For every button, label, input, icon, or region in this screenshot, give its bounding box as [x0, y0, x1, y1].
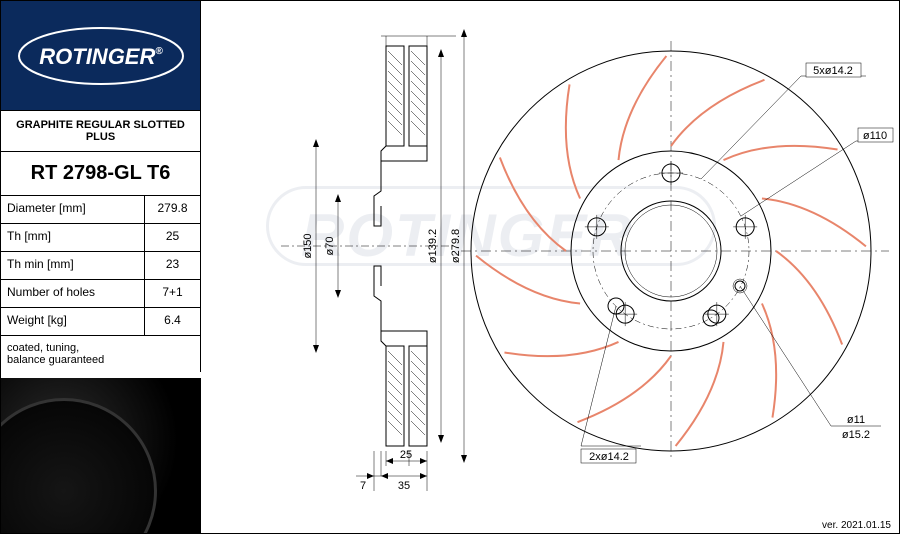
product-line: GRAPHITE REGULAR SLOTTED PLUS [1, 111, 201, 152]
spec-value: 23 [145, 252, 200, 279]
product-photo [1, 378, 201, 533]
notes: coated, tuning, balance guaranteed [1, 336, 201, 372]
spec-label: Diameter [mm] [1, 196, 145, 223]
brand-logo: ROTINGER® [1, 1, 201, 111]
svg-text:ø110: ø110 [863, 130, 887, 142]
svg-text:2xø14.2: 2xø14.2 [589, 451, 629, 463]
svg-text:ø139.2: ø139.2 [427, 229, 439, 263]
spec-row: Th [mm] 25 [1, 224, 201, 252]
front-view-drawing: 5xø14.2 ø110 2xø14.2 ø11 ø15.2 [461, 11, 900, 511]
svg-text:25: 25 [400, 449, 412, 461]
spec-value: 6.4 [145, 308, 200, 335]
spec-row: Number of holes 7+1 [1, 280, 201, 308]
svg-text:7: 7 [360, 480, 366, 492]
svg-text:ø70: ø70 [324, 237, 336, 256]
svg-text:35: 35 [398, 480, 410, 492]
spec-value: 279.8 [145, 196, 200, 223]
svg-text:ø11: ø11 [847, 414, 865, 426]
spec-label: Th min [mm] [1, 252, 145, 279]
spec-row: Weight [kg] 6.4 [1, 308, 201, 336]
spec-label: Weight [kg] [1, 308, 145, 335]
spec-row: Diameter [mm] 279.8 [1, 196, 201, 224]
spec-value: 7+1 [145, 280, 200, 307]
svg-text:ø150: ø150 [302, 233, 314, 258]
svg-text:5xø14.2: 5xø14.2 [813, 65, 853, 77]
spec-value: 25 [145, 224, 200, 251]
spec-row: Th min [mm] 23 [1, 252, 201, 280]
svg-text:ø15.2: ø15.2 [842, 429, 870, 441]
svg-text:ROTINGER®: ROTINGER® [39, 44, 163, 69]
spec-label: Th [mm] [1, 224, 145, 251]
part-number: RT 2798-GL T6 [1, 152, 201, 196]
spec-label: Number of holes [1, 280, 145, 307]
version-label: ver. 2021.01.15 [822, 520, 891, 531]
